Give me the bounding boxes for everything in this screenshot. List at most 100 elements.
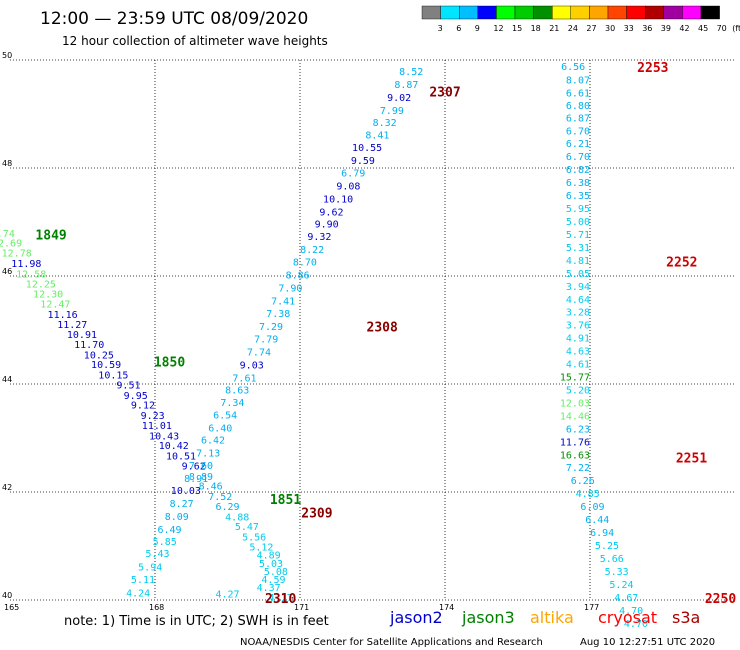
color-scale-label: 30 <box>605 24 615 33</box>
data-point: 4.67 <box>614 593 638 604</box>
data-point: 4.24 <box>126 589 150 600</box>
data-point: 11.98 <box>11 259 41 270</box>
data-point: 4.85 <box>576 489 600 500</box>
color-scale-swatch <box>514 5 534 20</box>
data-point: 8.70 <box>293 258 317 269</box>
footer-timestamp: Aug 10 12:27:51 UTC 2020 <box>580 637 715 648</box>
data-point: 5.43 <box>145 549 169 560</box>
data-point: 3.28 <box>566 308 590 319</box>
data-point: 9.59 <box>351 156 375 167</box>
data-point: 6.82 <box>566 165 590 176</box>
color-scale-label: 12 <box>493 24 503 33</box>
color-scale-swatch <box>459 5 479 20</box>
color-scale-label: 70 <box>717 24 727 33</box>
data-point: 7.60 <box>189 461 213 472</box>
color-scale-swatch <box>682 5 702 20</box>
color-scale-swatch <box>589 5 609 20</box>
legend-item: jason3 <box>461 608 515 627</box>
color-scale-label: 6 <box>456 24 461 33</box>
color-scale-swatch <box>533 5 553 20</box>
data-point: 5.08 <box>264 567 288 578</box>
data-point: 4.70 <box>624 619 648 630</box>
data-point: 9.51 <box>116 381 140 392</box>
data-point: 11.27 <box>57 320 87 331</box>
data-point: 8.46 <box>199 482 223 493</box>
data-point: 7.79 <box>254 335 278 346</box>
data-point: 6.42 <box>201 436 225 447</box>
data-point: 8.86 <box>286 270 310 281</box>
data-point: 10.15 <box>98 370 128 381</box>
data-point: 5.20 <box>566 385 590 396</box>
data-point: 9.62 <box>182 462 206 473</box>
data-point: 6.29 <box>215 502 239 513</box>
data-point: 5.47 <box>235 522 259 533</box>
data-point: 4.17 <box>269 593 293 604</box>
data-point: 5.24 <box>609 580 633 591</box>
data-point: 5.33 <box>605 567 629 578</box>
data-point: 6.23 <box>566 424 590 435</box>
data-point: 11.70 <box>74 340 104 351</box>
pass-time-label: 2309 <box>301 507 332 522</box>
color-scale-label: 42 <box>679 24 689 33</box>
data-point: 4.89 <box>257 551 281 562</box>
footer-credit: NOAA/NESDIS Center for Satellite Applica… <box>240 637 543 648</box>
x-tick-label: 174 <box>439 603 454 612</box>
note-text: note: 1) Time is in UTC; 2) SWH is in fe… <box>64 614 329 629</box>
data-point: 5.56 <box>242 532 266 543</box>
data-point: 6.70 <box>566 126 590 137</box>
page-subtitle: 12 hour collection of altimeter wave hei… <box>62 34 328 48</box>
data-point: 10.55 <box>352 143 382 154</box>
data-point: 5.00 <box>566 217 590 228</box>
legend-item: cryosat <box>598 608 657 627</box>
data-point: 12.30 <box>33 289 63 300</box>
data-point: 12.69 <box>0 239 22 250</box>
data-point: 7.61 <box>232 374 256 385</box>
data-point: 10.10 <box>323 194 353 205</box>
data-point: 7.90 <box>278 283 302 294</box>
data-point: 5.05 <box>566 269 590 280</box>
color-scale-swatch <box>421 5 441 20</box>
y-tick-label: 40 <box>2 591 12 600</box>
data-point: 8.22 <box>300 245 324 256</box>
data-point: 9.62 <box>319 207 343 218</box>
color-scale-swatch <box>477 5 497 20</box>
data-point: 6.40 <box>208 423 232 434</box>
data-point: 10.43 <box>149 431 179 442</box>
color-scale-label: 27 <box>586 24 596 33</box>
data-point: 8.52 <box>399 67 423 78</box>
color-scale-swatch <box>626 5 646 20</box>
data-point: 6.26 <box>571 476 595 487</box>
data-point: 9.32 <box>307 232 331 243</box>
data-point: 10.42 <box>159 441 189 452</box>
data-point: 6.44 <box>585 515 609 526</box>
data-point: 12.58 <box>16 269 46 280</box>
data-point: 6.35 <box>566 191 590 202</box>
data-point: 6.94 <box>590 528 614 539</box>
data-point: 5.66 <box>600 554 624 565</box>
data-point: 9.23 <box>141 411 165 422</box>
data-point: 6.80 <box>566 101 590 112</box>
data-point: 5.31 <box>566 243 590 254</box>
legend: jason2 jason3 altika cryosat s3a <box>389 608 700 627</box>
pass-time-labels: 1849 1850 1851 2307 2308 2309 2310 2253 2252 2251… <box>35 61 736 607</box>
data-point: 6.79 <box>341 168 365 179</box>
data-point: 7.34 <box>220 398 244 409</box>
axis-ticks: 165 168 171 174 177 50 48 46 44 42 40 <box>2 51 599 612</box>
data-point: 3.76 <box>566 321 590 332</box>
pass-time-label: 2252 <box>666 256 697 271</box>
data-point: 9.03 <box>240 361 264 372</box>
x-tick-label: 165 <box>4 603 19 612</box>
pass-time-label: 2310 <box>265 592 296 607</box>
color-scale-swatch <box>700 5 720 20</box>
data-point: 6.49 <box>157 525 181 536</box>
data-point: 9.02 <box>387 93 411 104</box>
data-point: 8.87 <box>394 80 418 91</box>
color-scale-swatch <box>645 5 665 20</box>
data-point: 8.27 <box>170 499 194 510</box>
color-scale-label: 15 <box>512 24 522 33</box>
data-point: 8.41 <box>365 131 389 142</box>
data-point: 5.85 <box>153 537 177 548</box>
color-scale-label: 9 <box>475 24 480 33</box>
data-point: 12.47 <box>40 300 70 311</box>
legend-item: jason2 <box>389 608 443 627</box>
